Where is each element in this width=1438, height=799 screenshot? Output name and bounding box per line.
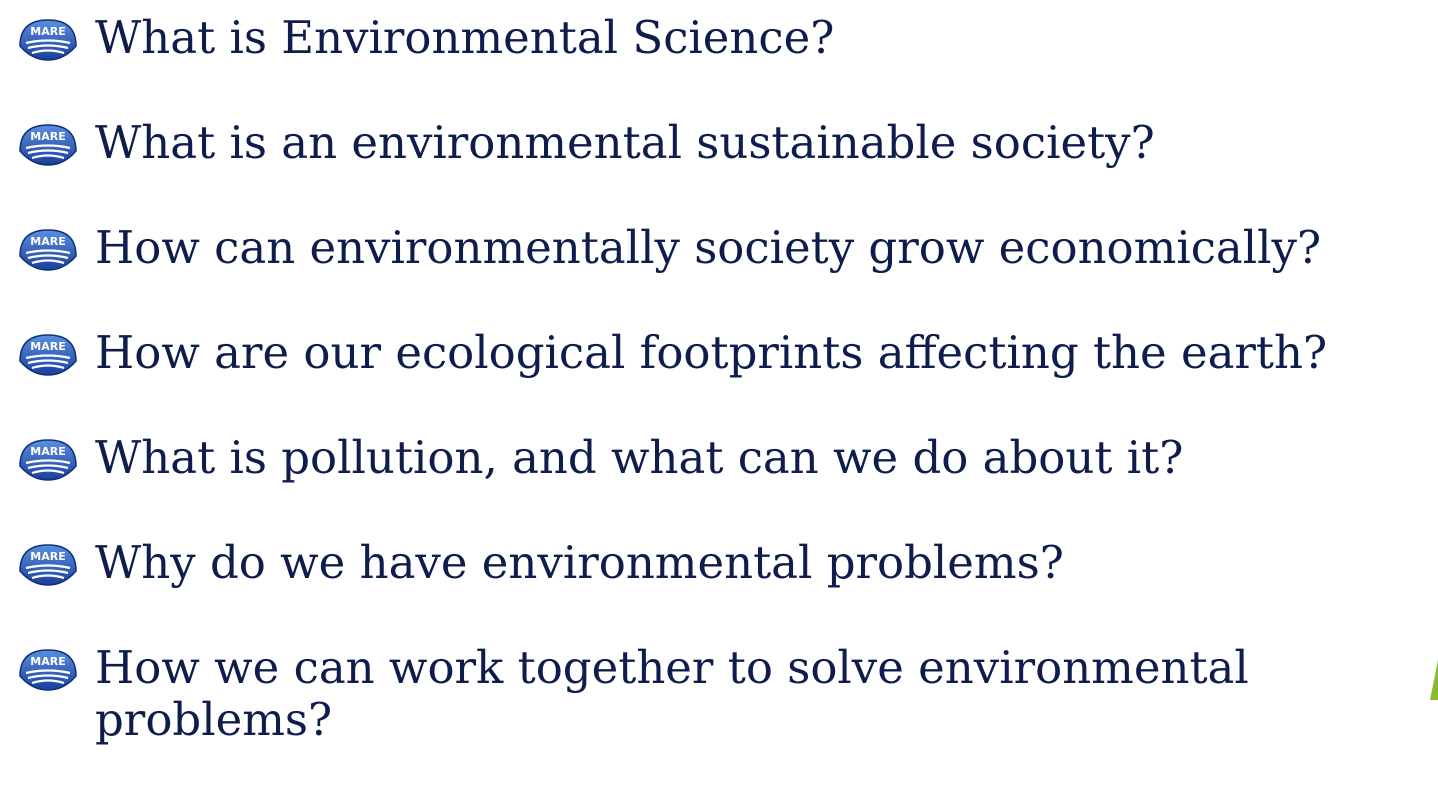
- bullet-text: How are our ecological footprints affect…: [95, 326, 1328, 379]
- bullet-text: What is Environmental Science?: [95, 11, 835, 64]
- bullet-text: How we can work together to solve enviro…: [95, 641, 1249, 746]
- bullet-icon: MARE: [19, 229, 77, 271]
- bullet-item: MARE What is an environmental sustainable…: [0, 117, 1435, 169]
- bullet-item: MARE What is Environmental Science?: [0, 12, 1435, 64]
- bullet-text: What is an environmental sustainable soc…: [95, 116, 1155, 169]
- bullet-icon: MARE: [19, 544, 77, 586]
- slide: MARE What is Environmental Science? MARE Wh…: [19, 11, 1438, 746]
- bullet-icon: MARE: [19, 124, 77, 166]
- bullet-list: MARE What is Environmental Science? MARE Wh…: [0, 12, 1438, 799]
- bullet-item: MARE Why do we have environmental problem…: [0, 537, 1435, 589]
- bullet-icon-label: MARE: [30, 235, 65, 248]
- decoration: [1430, 660, 1438, 700]
- bullet-item: MARE How can environmentally society grow…: [0, 222, 1435, 274]
- bullet-text: Why do we have environmental problems?: [95, 536, 1064, 589]
- bullet-icon-label: MARE: [30, 130, 65, 143]
- bullet-item: MARE What is pollution, and what can we d…: [0, 432, 1435, 484]
- bullet-item: MARE How we can work together to solve en…: [0, 642, 1435, 746]
- bullet-icon: MARE: [19, 19, 77, 61]
- bullet-icon-label: MARE: [30, 655, 65, 668]
- bullet-icon-label: MARE: [30, 445, 65, 458]
- bullet-icon: MARE: [19, 334, 77, 376]
- bullet-icon: MARE: [19, 439, 77, 481]
- bullet-icon-label: MARE: [30, 340, 65, 353]
- bullet-text: What is pollution, and what can we do ab…: [95, 431, 1184, 484]
- bullet-text: How can environmentally society grow eco…: [95, 221, 1322, 274]
- bullet-icon-label: MARE: [30, 550, 65, 563]
- bullet-item: MARE How are our ecological footprints af…: [0, 327, 1435, 379]
- bullet-icon-label: MARE: [30, 25, 65, 38]
- bullet-icon: MARE: [19, 649, 77, 691]
